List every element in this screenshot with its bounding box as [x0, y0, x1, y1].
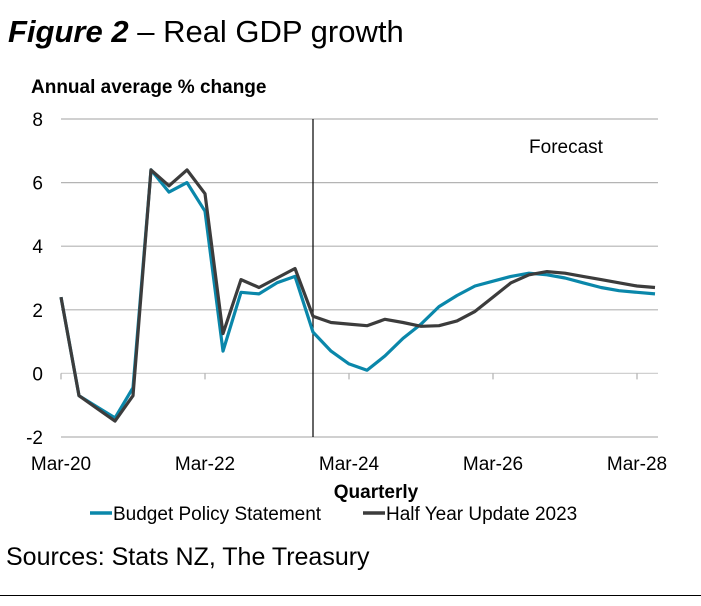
gridlines: [61, 118, 658, 438]
y-axis-label: Annual average % change: [31, 77, 267, 98]
y-tick-label: 6: [32, 174, 43, 195]
x-tick-label: Mar-22: [175, 454, 235, 475]
x-tick-label: Mar-26: [463, 454, 523, 475]
legend-item-hyu[interactable]: Half Year Update 2023: [363, 504, 577, 525]
x-tick-label: Mar-28: [607, 454, 667, 475]
y-tick-labels: 8 6 4 2 0 -2: [26, 110, 43, 449]
legend-label-bps: Budget Policy Statement: [113, 504, 322, 525]
sources-note: Sources: Stats NZ, The Treasury: [6, 543, 370, 571]
y-tick-label: 4: [32, 237, 43, 258]
bottom-rule: [0, 595, 701, 596]
x-tick-label: Mar-24: [319, 454, 380, 475]
forecast-annotation: Forecast: [529, 137, 604, 158]
figure-number: Figure 2: [8, 14, 129, 49]
gdp-growth-chart: 8 6 4 2 0 -2 Mar-20 Mar-22 Mar-24 Mar-26 Mar-28 F…: [26, 110, 667, 525]
figure-title-dash: –: [128, 14, 164, 49]
series-line-hyu: [59, 168, 656, 423]
legend-label-hyu: Half Year Update 2023: [386, 504, 577, 525]
x-axis-label: Quarterly: [334, 482, 419, 503]
y-tick-label: 2: [32, 301, 43, 322]
y-tick-label: 8: [32, 110, 43, 131]
legend-item-bps[interactable]: Budget Policy Statement: [90, 504, 322, 525]
figure-title-text: Real GDP growth: [163, 14, 404, 49]
legend: Budget Policy Statement Half Year Update…: [90, 504, 577, 525]
y-tick-label: 0: [32, 364, 43, 385]
x-tick-label: Mar-20: [31, 454, 91, 475]
x-axis: Mar-20 Mar-22 Mar-24 Mar-26 Mar-28: [31, 373, 667, 475]
series-lines: [59, 168, 656, 423]
figure-title: Figure 2 – Real GDP growth: [8, 14, 404, 50]
y-tick-label: -2: [26, 428, 43, 449]
series-line-bps: [59, 168, 656, 420]
